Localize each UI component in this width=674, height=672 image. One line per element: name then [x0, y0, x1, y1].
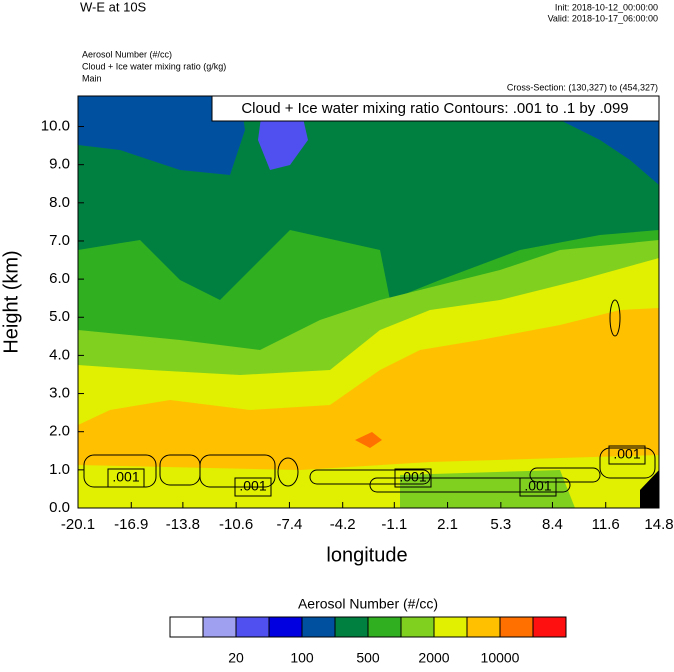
cross-section: Cross-Section: (130,327) to (454,327) — [507, 82, 658, 92]
y-tick-label: 1.0 — [49, 461, 70, 478]
contour-label: Cloud + Ice water mixing ratio (g/kg) — [82, 61, 226, 71]
x-tick-label: -10.6 — [219, 516, 253, 533]
colorbar-label: 10000 — [481, 650, 520, 666]
y-tick-label: 8.0 — [49, 194, 70, 211]
colorbar-swatch — [169, 616, 204, 638]
contour-label-box — [234, 477, 272, 497]
contour-label-box — [107, 468, 145, 488]
x-tick-label: 2.1 — [437, 516, 458, 533]
colorbar-title: Aerosol Number (#/cc) — [298, 596, 438, 612]
x-tick-label: 14.8 — [644, 516, 673, 533]
contour-label: .001 — [613, 446, 640, 462]
colorbar-swatch — [301, 616, 336, 638]
colorbar-swatch — [433, 616, 468, 638]
domain-label: Main — [82, 73, 102, 83]
contour-label: .001 — [399, 469, 426, 485]
y-tick-label: 4.0 — [49, 346, 70, 363]
y-tick-label: 9.0 — [49, 156, 70, 173]
y-tick-label: 7.0 — [49, 232, 70, 249]
colorbar-swatch — [202, 616, 237, 638]
y-tick-label: 10.0 — [41, 117, 70, 134]
contour-label-box — [394, 468, 432, 488]
x-tick-label: -16.9 — [114, 516, 148, 533]
y-tick-label: 6.0 — [49, 270, 70, 287]
contour-label: .001 — [524, 478, 551, 494]
colorbar-label: 2000 — [418, 650, 449, 666]
colorbar-label: 20 — [228, 650, 244, 666]
valid-time: Valid: 2018-10-17_06:00:00 — [548, 13, 658, 23]
x-tick-label: -13.8 — [166, 516, 200, 533]
x-tick-label: -20.1 — [61, 516, 95, 533]
y-tick-label: 2.0 — [49, 423, 70, 440]
field-label: Aerosol Number (#/cc) — [82, 49, 172, 59]
y-tick-label: 3.0 — [49, 385, 70, 402]
colorbar-swatch — [268, 616, 303, 638]
colorbar-swatch — [235, 616, 270, 638]
colorbar-swatch — [532, 616, 567, 638]
x-tick-label: -1.1 — [381, 516, 407, 533]
x-tick-label: -7.4 — [276, 516, 302, 533]
y-axis-label: Height (km) — [0, 250, 22, 353]
contour-label-box — [519, 477, 557, 497]
info-box — [211, 95, 660, 122]
y-tick-label: 0.0 — [49, 499, 70, 516]
colorbar-swatch — [367, 616, 402, 638]
init-time: Init: 2018-10-12_00:00:00 — [555, 2, 658, 12]
contour-label: .001 — [239, 478, 266, 494]
chart-title: W-E at 10S — [80, 0, 147, 14]
colorbar-label: 500 — [356, 650, 380, 666]
x-tick-label: 5.3 — [490, 516, 511, 533]
contour-info: Cloud + Ice water mixing ratio Contours:… — [241, 100, 628, 117]
x-tick-label: 8.4 — [542, 516, 563, 533]
field — [78, 96, 659, 508]
x-axis-label: longitude — [326, 544, 407, 566]
colorbar-swatch — [499, 616, 534, 638]
contour-label: .001 — [112, 469, 139, 485]
colorbar-swatch — [466, 616, 501, 638]
contour-label-box — [608, 445, 646, 465]
x-tick-label: -4.2 — [330, 516, 356, 533]
x-tick-label: 11.6 — [592, 516, 620, 533]
colorbar-label: 100 — [290, 650, 314, 666]
y-tick-label: 5.0 — [49, 308, 70, 325]
colorbar-swatch — [334, 616, 369, 638]
colorbar-swatch — [400, 616, 435, 638]
